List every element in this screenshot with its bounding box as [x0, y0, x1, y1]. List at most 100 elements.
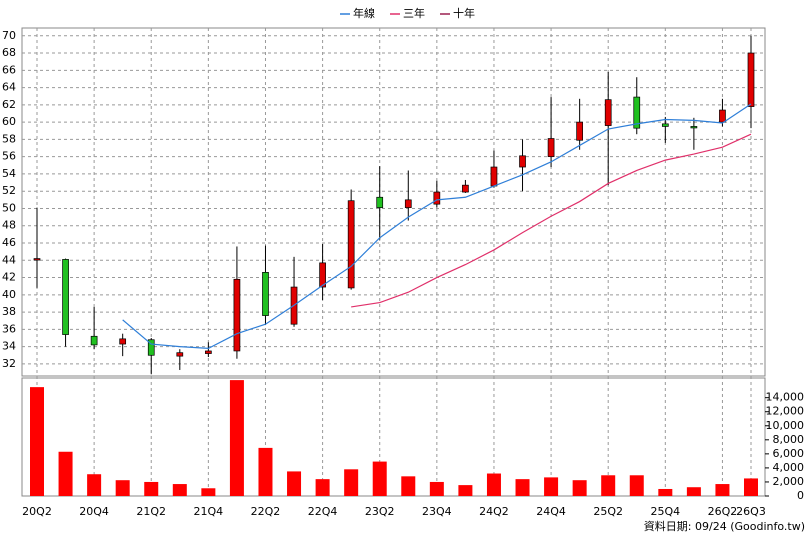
y-tick-label: 42 — [2, 271, 16, 284]
x-tick-label: 24Q4 — [536, 505, 566, 518]
y-tick-label: 70 — [2, 29, 16, 42]
candle-body — [404, 199, 412, 208]
volume-bar — [744, 478, 758, 496]
volume-bar — [287, 471, 302, 496]
candle-body — [262, 272, 269, 316]
x-tick-label: 21Q4 — [194, 505, 224, 518]
candle-body — [147, 339, 155, 356]
volume-bar — [258, 447, 273, 496]
y-tick-label: 62 — [2, 98, 16, 111]
volume-bar — [715, 484, 730, 496]
candle-body — [519, 155, 526, 168]
volume-bar — [58, 451, 73, 496]
moving-average-line — [351, 133, 752, 308]
candle-body — [490, 166, 498, 187]
legend-label: 三年 — [403, 6, 425, 20]
y-tick-label: 52 — [2, 184, 16, 197]
y-tick-label: 2,000 — [773, 475, 805, 488]
y-tick-label: 6,000 — [773, 447, 805, 460]
x-tick-label: 26Q3 — [736, 505, 766, 518]
candle-body — [347, 200, 355, 289]
y-tick-label: 50 — [2, 201, 16, 214]
x-tick-label: 23Q2 — [365, 505, 395, 518]
candle-body — [604, 99, 612, 126]
volume-bar — [372, 461, 387, 496]
legend-label: 十年 — [453, 6, 475, 20]
y-tick-label: 48 — [2, 219, 16, 232]
candle-body — [33, 258, 41, 261]
source-note: 資料日期: 09/24 (Goodinfo.tw) — [644, 519, 805, 533]
volume-bar — [344, 469, 359, 496]
x-tick-label: 22Q2 — [251, 505, 281, 518]
y-tick-label: 34 — [2, 340, 16, 353]
y-tick-label: 36 — [2, 322, 16, 335]
y-tick-label: 68 — [2, 46, 16, 59]
volume-bar — [601, 475, 616, 496]
x-tick-label: 24Q2 — [479, 505, 509, 518]
volume-bar — [658, 488, 673, 496]
y-tick-label: 10,000 — [766, 419, 805, 432]
volume-bar — [515, 479, 530, 496]
x-tick-label: 25Q2 — [593, 505, 623, 518]
y-tick-label: 66 — [2, 63, 16, 76]
candle-body — [719, 109, 726, 123]
volume-bar — [201, 488, 216, 496]
volume-bar — [686, 487, 701, 496]
y-tick-label: 14,000 — [766, 391, 805, 404]
candle-body — [633, 96, 641, 129]
y-tick-label: 44 — [2, 253, 16, 266]
x-tick-label: 22Q4 — [308, 505, 338, 518]
candle-body — [547, 138, 555, 158]
y-tick-label: 46 — [2, 236, 16, 249]
volume-panel — [21, 377, 766, 497]
y-tick-label: 40 — [2, 288, 16, 301]
volume-bar — [458, 485, 473, 496]
x-tick-label: 25Q4 — [650, 505, 680, 518]
candle-body — [176, 352, 184, 357]
volume-bar — [87, 474, 102, 496]
y-tick-label: 12,000 — [766, 405, 805, 418]
candle-body — [661, 123, 669, 127]
candle-body — [205, 350, 212, 354]
volume-bar — [544, 477, 559, 496]
candle-body — [62, 259, 69, 335]
volume-bar — [115, 480, 130, 496]
y-tick-label: 60 — [2, 115, 16, 128]
y-tick-label: 56 — [2, 150, 16, 163]
volume-bar — [30, 387, 44, 496]
volume-bar — [172, 484, 187, 496]
candle-body — [233, 278, 241, 352]
y-tick-label: 54 — [2, 167, 16, 180]
price-panel — [21, 27, 766, 377]
candle-body — [747, 52, 755, 107]
x-tick-label: 26Q2 — [708, 505, 738, 518]
candle-body — [319, 262, 326, 288]
y-tick-label: 32 — [2, 357, 16, 370]
candle-body — [119, 338, 127, 345]
y-tick-label: 38 — [2, 305, 16, 318]
volume-bar — [429, 481, 444, 496]
x-tick-label: 21Q2 — [136, 505, 166, 518]
candle-body — [376, 196, 384, 208]
candle-body — [690, 126, 698, 129]
y-tick-label: 64 — [2, 81, 16, 94]
candle-body — [576, 121, 583, 141]
legend-label: 年線 — [353, 6, 375, 20]
x-tick-label: 20Q4 — [79, 505, 109, 518]
y-tick-label: 8,000 — [773, 433, 805, 446]
volume-bar — [629, 475, 644, 496]
volume-bar — [229, 380, 244, 496]
candle-body — [433, 191, 441, 205]
x-tick-label: 20Q2 — [22, 505, 52, 518]
candle-body — [462, 184, 469, 193]
y-tick-label: 58 — [2, 132, 16, 145]
x-tick-label: 23Q4 — [422, 505, 452, 518]
volume-bar — [144, 481, 159, 496]
candle-body — [90, 335, 98, 346]
moving-average-line — [122, 103, 752, 349]
volume-bar — [486, 473, 501, 496]
y-tick-label: 0 — [797, 489, 804, 502]
y-tick-label: 4,000 — [773, 461, 805, 474]
volume-bar — [401, 476, 416, 496]
